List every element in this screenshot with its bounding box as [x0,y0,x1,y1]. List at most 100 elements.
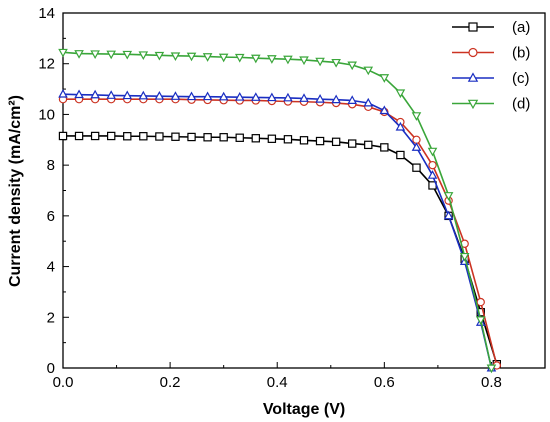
data-point [443,192,454,201]
data-point [347,95,357,104]
plot-frame [62,12,546,369]
data-point [106,50,116,60]
data-point [235,133,244,142]
legend-marker [468,22,478,32]
data-point [202,91,213,101]
data-point [74,89,84,99]
data-point [395,121,406,131]
data-point [283,55,293,65]
data-point [486,364,497,374]
legend-label: (c) [512,70,530,87]
data-point [122,90,133,100]
data-point [427,147,438,157]
legend-item: (b) [452,45,530,62]
data-point [171,132,180,141]
data-point [379,74,390,83]
data-point [476,308,485,317]
y-tick-label: 0 [47,360,55,377]
data-point [364,140,373,150]
data-point [139,132,148,141]
series-line [62,51,493,369]
data-point [251,134,260,143]
data-point [58,88,68,98]
x-tick-label: 0.2 [160,374,181,391]
data-point [170,52,181,62]
data-point [428,160,437,170]
legend-label: (a) [512,19,530,36]
data-point [218,53,229,63]
x-tick-label: 0.8 [481,374,502,391]
data-point [186,91,197,101]
y-tick-label: 2 [47,309,55,326]
data-point [58,131,68,141]
data-point [476,297,485,307]
data-point [315,57,325,67]
data-point [331,137,341,147]
data-point [347,61,357,71]
series-line [63,135,498,365]
data-point [380,143,389,152]
data-point [122,50,133,60]
data-point [267,55,277,64]
legend-marker [467,99,479,110]
x-tick-label: 0.4 [267,374,288,391]
data-point [251,54,261,64]
data-point [443,210,454,220]
legend-item: (c) [452,70,530,87]
data-point [234,91,245,101]
data-point [90,89,100,99]
data-point [267,92,277,102]
data-point [348,139,357,148]
data-point [90,50,100,60]
data-point [331,94,341,104]
series-1 [58,131,502,369]
data-point [123,132,132,141]
data-point [218,91,229,101]
data-point [363,66,374,76]
y-tick-label: 6 [47,208,55,225]
legend-label: (d) [512,96,530,113]
y-tick-label: 4 [47,259,55,276]
data-point [202,53,213,62]
legend: (a) (b) (c) (d) [452,19,530,113]
data-point [412,163,421,172]
data-point [379,105,390,115]
data-point [58,48,68,58]
y-tick-label: 8 [47,157,55,174]
series-layer [58,48,502,374]
data-point [459,252,470,262]
data-point [154,90,165,100]
x-axis-title: Voltage (V) [263,401,345,418]
data-point [74,50,84,59]
y-tick-label: 14 [38,5,55,22]
data-point [299,56,309,66]
data-point [138,90,149,100]
data-point [106,90,116,99]
y-tick-label: 10 [38,106,55,123]
y-tick-label: 12 [38,56,55,73]
axis-ticks: 0.0 0.2 0.4 0.6 0.8 0 2 4 6 8 10 12 14 [38,5,502,391]
data-point [74,131,84,141]
data-point [219,133,228,142]
data-point [299,93,309,102]
data-point [283,92,293,102]
data-point [106,131,116,141]
legend-marker [467,72,479,82]
legend-label: (b) [512,45,530,62]
series-4 [58,48,497,374]
data-point [90,131,100,141]
legend-item: (a) [452,19,530,36]
series-line [63,98,498,366]
data-point [155,132,164,141]
data-point [283,135,293,144]
x-tick-label: 0.0 [53,374,74,391]
data-point [315,94,325,103]
data-point [251,92,261,101]
y-axis-title: Current density (mA/cm²) [7,95,24,287]
data-point [363,97,374,107]
data-point [170,91,181,100]
data-point [427,170,438,179]
data-point [186,52,197,62]
series-line [62,93,493,369]
